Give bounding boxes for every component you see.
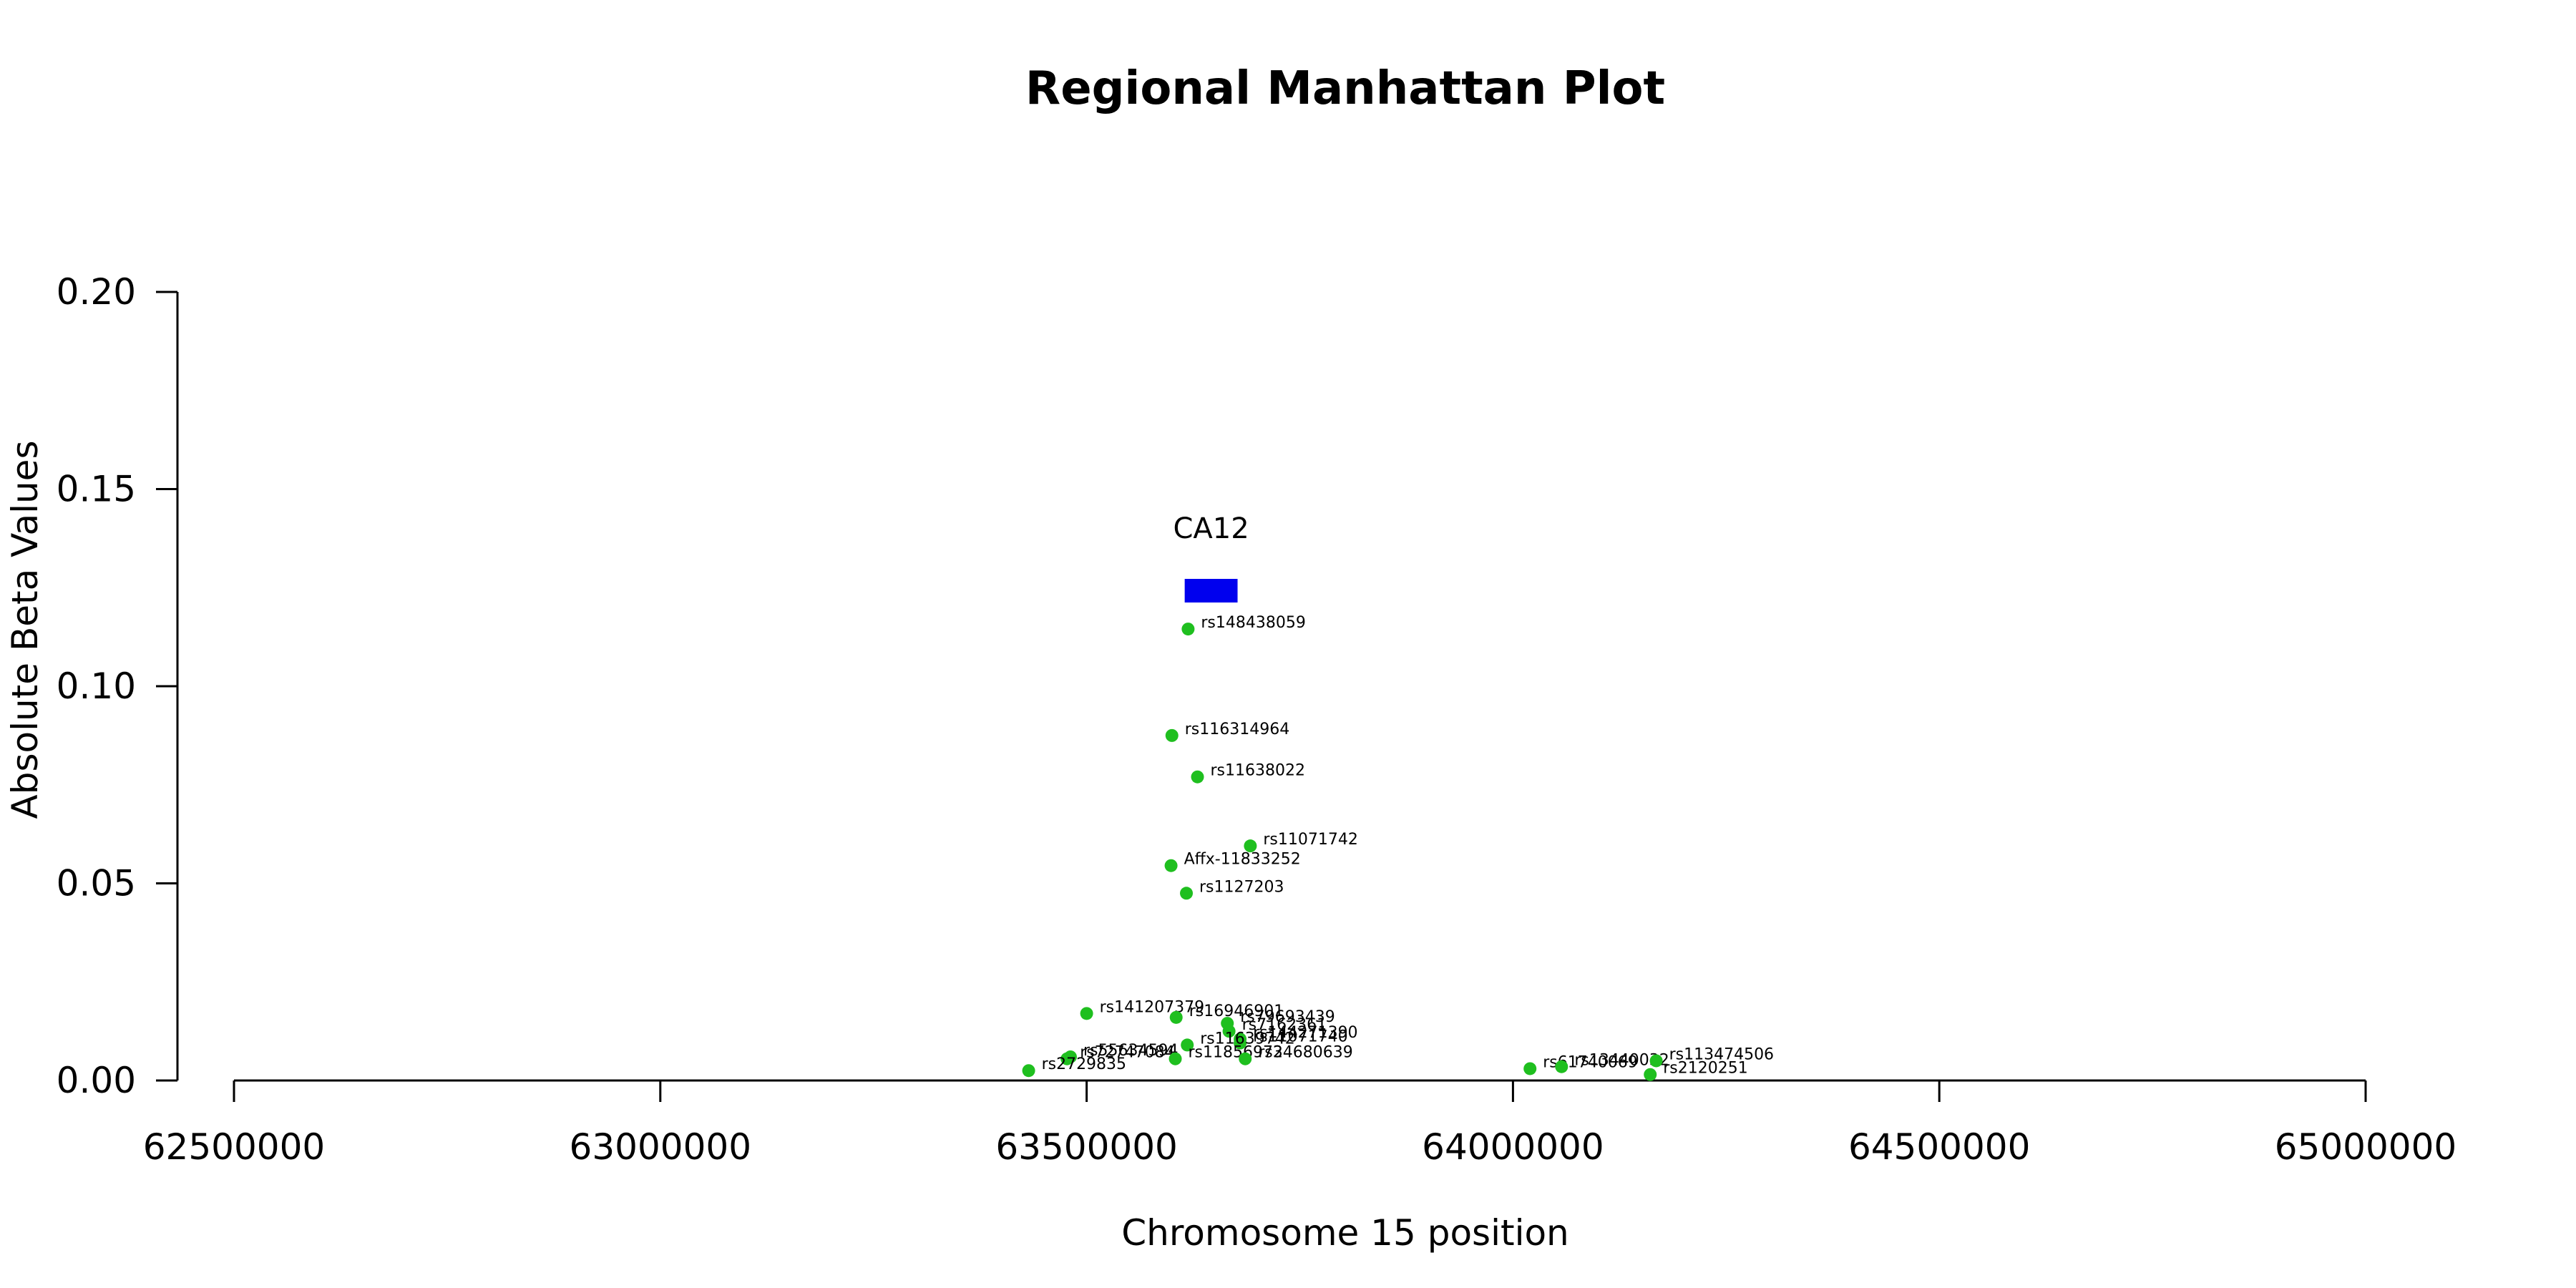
- x-tick-label: 64500000: [1848, 1126, 2031, 1168]
- snp-label: rs11071742: [1263, 831, 1357, 849]
- snp-label: rs2729835: [1042, 1055, 1127, 1073]
- snp-label: rs34680639: [1258, 1044, 1352, 1062]
- snp-point: [1060, 1052, 1074, 1065]
- y-tick-label: 0.00: [57, 1060, 136, 1101]
- gene-track: CA12: [1173, 512, 1249, 602]
- snp-point: [1080, 1007, 1093, 1020]
- snp-label: rs144271390: [1253, 1024, 1357, 1042]
- snp-label: rs55634594: [1083, 1042, 1178, 1060]
- snp-point: [1180, 887, 1194, 900]
- chart-title: Regional Manhattan Plot: [1025, 62, 1665, 115]
- snp-points: rs148438059 rs116314964 rs11638022 rs110717…: [1022, 614, 1774, 1081]
- snp-label: rs11639742: [1200, 1030, 1294, 1048]
- y-tick-label: 0.10: [57, 665, 136, 707]
- snp-point: [1022, 1064, 1035, 1078]
- snp-label: Affx-11833252: [1184, 851, 1301, 869]
- snp-point: [1234, 1036, 1247, 1050]
- snp-point: [1181, 623, 1195, 636]
- gene-label: CA12: [1173, 512, 1249, 545]
- x-tick-label: 63500000: [995, 1126, 1178, 1168]
- snp-point: [1239, 1052, 1252, 1065]
- snp-label: rs79693439: [1240, 1008, 1335, 1026]
- snp-point: [1181, 1038, 1194, 1052]
- snp-label: rs2120251: [1663, 1060, 1748, 1078]
- y-tick-label: 0.15: [57, 469, 136, 510]
- snp-point: [1244, 839, 1257, 853]
- snp-point: [1191, 770, 1204, 784]
- snp-label: rs1127203: [1199, 878, 1284, 896]
- x-tick-label: 64000000: [1422, 1126, 1604, 1168]
- snp-point: [1169, 1010, 1183, 1024]
- snp-point: [1644, 1068, 1657, 1081]
- x-axis-ticks: 62500000 63000000 63500000 64000000 64500000…: [143, 1080, 2457, 1168]
- snp-label: rs141207379: [1100, 998, 1204, 1016]
- y-axis-ticks: 0.00 0.05 0.10 0.15 0.20: [57, 271, 177, 1101]
- snp-label: rs11638022: [1211, 762, 1305, 780]
- x-axis-label: Chromosome 15 position: [1121, 1212, 1569, 1254]
- snp-label: rs7162361: [1242, 1016, 1327, 1034]
- snp-label: rs11856972: [1189, 1044, 1283, 1062]
- x-tick-label: 65000000: [2275, 1126, 2457, 1168]
- snp-point: [1523, 1062, 1537, 1075]
- snp-point: [1169, 1052, 1182, 1065]
- snp-label: rs113474506: [1669, 1045, 1774, 1063]
- y-axis-label: Absolute Beta Values: [4, 441, 46, 819]
- snp-label: rs72747084: [1080, 1044, 1174, 1062]
- snp-label: rs16946901: [1189, 1002, 1284, 1020]
- x-tick-label: 63000000: [570, 1126, 752, 1168]
- y-tick-label: 0.05: [57, 863, 136, 904]
- snp-point: [1649, 1054, 1663, 1068]
- gene-bar: [1184, 579, 1238, 602]
- snp-point: [1165, 728, 1179, 742]
- snp-point: [1164, 859, 1178, 872]
- y-tick-label: 0.20: [57, 271, 136, 313]
- snp-label: rs116314964: [1185, 721, 1289, 738]
- snp-label: rs11071740: [1253, 1028, 1347, 1046]
- snp-point: [1555, 1060, 1568, 1073]
- snp-point: [1222, 1025, 1236, 1038]
- x-tick-label: 62500000: [143, 1126, 326, 1168]
- snp-label: rs148438059: [1201, 614, 1305, 632]
